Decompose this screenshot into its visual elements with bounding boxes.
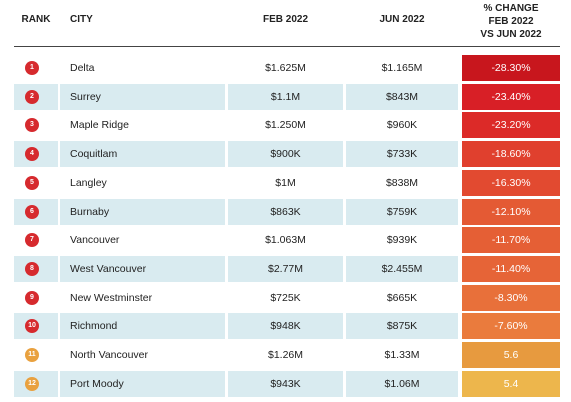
jun-cell: $1.165M [381,62,423,74]
header-jun: JUN 2022 [379,14,425,25]
jun-cell: $2.455M [346,255,458,282]
header-rule [14,46,560,47]
change-cell: -16.30% [462,169,560,196]
change-cell: -8.30% [462,284,560,311]
rank-badge: 1 [25,61,39,75]
jun-cell: $733K [346,141,458,168]
city-cell: Langley [70,176,107,189]
feb-cell: $1.063M [265,234,306,247]
city-cell: West Vancouver [60,255,225,282]
change-cell: -11.70% [462,227,560,254]
change-cell: -18.60% [462,141,560,168]
feb-cell: $1.1M [228,83,343,110]
city-cell: Burnaby [60,198,225,225]
change-cell: -7.60% [462,313,560,340]
rank-badge: 11 [25,348,39,362]
city-cell: Surrey [60,83,225,110]
city-cell: New Westminster [70,291,153,304]
jun-cell: $843M [346,83,458,110]
rank-badge: 2 [25,89,39,104]
jun-cell: $1.06M [346,370,458,397]
jun-cell: $960K [386,119,418,132]
change-cell: -12.10% [462,198,560,225]
header-rank: RANK [21,14,51,25]
header-change-line: % CHANGE [483,3,539,14]
change-cell: -28.30% [462,55,560,81]
feb-cell: $943K [228,370,343,397]
feb-cell: $900K [228,141,343,168]
jun-cell: $875K [346,313,458,340]
jun-cell: $665K [386,291,418,304]
feb-cell: $1M [275,176,296,189]
city-cell: Vancouver [70,234,120,247]
rank-badge: 3 [25,118,39,133]
change-cell: -23.40% [462,83,560,110]
city-cell: North Vancouver [70,349,149,361]
jun-cell: $759K [346,198,458,225]
rank-badge: 4 [25,147,39,162]
feb-cell: $1.250M [265,119,306,132]
change-cell: 5.4 [462,370,560,397]
city-cell: Delta [70,62,95,74]
rank-badge: 12 [25,376,39,391]
header-change: % CHANGE FEB 2022 VS JUN 2022 [462,2,560,41]
jun-cell: $939K [386,234,418,247]
rank-badge: 6 [25,204,39,219]
feb-cell: $863K [228,198,343,225]
city-cell: Richmond [60,313,225,340]
header-city: CITY [70,14,93,25]
city-cell: Maple Ridge [70,119,129,132]
feb-cell: $1.625M [265,62,306,74]
rank-badge: 8 [25,261,39,276]
header-change-line: FEB 2022 [488,16,534,27]
feb-cell: $948K [228,313,343,340]
jun-cell: $1.33M [384,349,420,361]
header-change-line: VS JUN 2022 [480,29,542,40]
feb-cell: $725K [270,291,301,304]
rank-badge: 10 [25,319,39,334]
feb-cell: $2.77M [228,255,343,282]
header-feb: FEB 2022 [262,14,309,25]
jun-cell: $838M [385,176,419,189]
change-cell: -11.40% [462,255,560,282]
rank-badge: 9 [25,290,39,305]
feb-cell: $1.26M [267,349,304,361]
change-cell: 5.6 [462,342,560,368]
rank-badge: 7 [25,233,39,248]
city-cell: Port Moody [60,370,225,397]
city-cell: Coquitlam [60,141,225,168]
change-cell: -23.20% [462,112,560,139]
rank-badge: 5 [25,175,39,190]
